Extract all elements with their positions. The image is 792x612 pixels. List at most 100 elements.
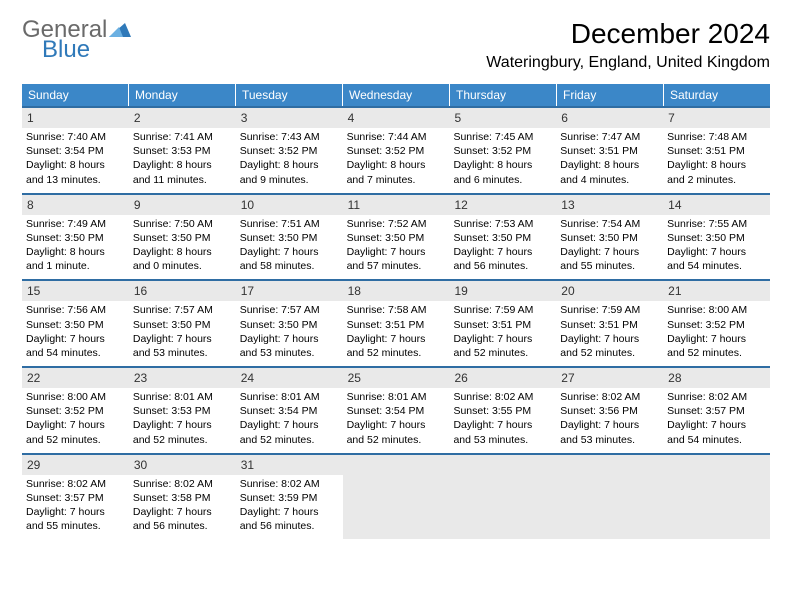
sunset-line: Sunset: 3:56 PM (560, 404, 659, 418)
day-cell: 31Sunrise: 8:02 AMSunset: 3:59 PMDayligh… (236, 455, 343, 540)
sunrise-line: Sunrise: 8:02 AM (453, 390, 552, 404)
day-cell: 29Sunrise: 8:02 AMSunset: 3:57 PMDayligh… (22, 455, 129, 540)
day-cell: 25Sunrise: 8:01 AMSunset: 3:54 PMDayligh… (343, 368, 450, 453)
day-body: Sunrise: 7:45 AMSunset: 3:52 PMDaylight:… (449, 128, 556, 193)
sunrise-line: Sunrise: 7:47 AM (560, 130, 659, 144)
sunrise-line: Sunrise: 7:56 AM (26, 303, 125, 317)
daylight-line: Daylight: 7 hours and 54 minutes. (667, 418, 766, 446)
day-cell-blank (556, 455, 663, 540)
sunset-line: Sunset: 3:51 PM (560, 318, 659, 332)
calendar-body: 1 Sunrise: 7:40 AM Sunset: 3:54 PM Daylight… (22, 106, 770, 539)
sunrise-line: Sunrise: 7:55 AM (667, 217, 766, 231)
day-body: Sunrise: 8:00 AMSunset: 3:52 PMDaylight:… (663, 301, 770, 366)
logo: General Blue (22, 18, 131, 62)
day-body: Sunrise: 7:56 AMSunset: 3:50 PMDaylight:… (22, 301, 129, 366)
day-number: 3 (236, 108, 343, 128)
sunset-line: Sunset: 3:52 PM (667, 318, 766, 332)
daylight-line: Daylight: 7 hours and 54 minutes. (26, 332, 125, 360)
daylight-line: Daylight: 8 hours and 13 minutes. (26, 158, 125, 186)
day-number: 16 (129, 281, 236, 301)
daylight-line: Daylight: 7 hours and 53 minutes. (240, 332, 339, 360)
day-number: 31 (236, 455, 343, 475)
daylight-line: Daylight: 7 hours and 52 minutes. (453, 332, 552, 360)
day-cell: 11Sunrise: 7:52 AMSunset: 3:50 PMDayligh… (343, 195, 450, 280)
day-cell: 5Sunrise: 7:45 AMSunset: 3:52 PMDaylight… (449, 108, 556, 193)
day-number: 13 (556, 195, 663, 215)
sunrise-line: Sunrise: 8:01 AM (347, 390, 446, 404)
day-body: Sunrise: 8:02 AMSunset: 3:55 PMDaylight:… (449, 388, 556, 453)
sunrise-line: Sunrise: 8:00 AM (667, 303, 766, 317)
sunrise-line: Sunrise: 7:53 AM (453, 217, 552, 231)
day-number: 9 (129, 195, 236, 215)
day-cell: 21Sunrise: 8:00 AMSunset: 3:52 PMDayligh… (663, 281, 770, 366)
day-body: Sunrise: 7:50 AMSunset: 3:50 PMDaylight:… (129, 215, 236, 280)
daylight-line: Daylight: 7 hours and 52 minutes. (347, 418, 446, 446)
day-cell: 3Sunrise: 7:43 AMSunset: 3:52 PMDaylight… (236, 108, 343, 193)
day-number: 6 (556, 108, 663, 128)
day-number: 4 (343, 108, 450, 128)
day-cell: 19Sunrise: 7:59 AMSunset: 3:51 PMDayligh… (449, 281, 556, 366)
daylight-line: Daylight: 7 hours and 52 minutes. (133, 418, 232, 446)
day-number: 1 (22, 108, 129, 128)
day-body: Sunrise: 8:02 AMSunset: 3:57 PMDaylight:… (663, 388, 770, 453)
day-body: Sunrise: 7:55 AMSunset: 3:50 PMDaylight:… (663, 215, 770, 280)
day-body: Sunrise: 8:02 AMSunset: 3:59 PMDaylight:… (236, 475, 343, 540)
daylight-line: Daylight: 8 hours and 4 minutes. (560, 158, 659, 186)
day-number: 24 (236, 368, 343, 388)
day-cell-blank (449, 455, 556, 540)
day-number: 7 (663, 108, 770, 128)
day-cell: 23Sunrise: 8:01 AMSunset: 3:53 PMDayligh… (129, 368, 236, 453)
day-cell: 2Sunrise: 7:41 AMSunset: 3:53 PMDaylight… (129, 108, 236, 193)
day-cell: 7Sunrise: 7:48 AMSunset: 3:51 PMDaylight… (663, 108, 770, 193)
daylight-line: Daylight: 8 hours and 11 minutes. (133, 158, 232, 186)
sunrise-line: Sunrise: 8:00 AM (26, 390, 125, 404)
sunrise-line: Sunrise: 8:02 AM (667, 390, 766, 404)
sunrise-line: Sunrise: 7:45 AM (453, 130, 552, 144)
day-number: 5 (449, 108, 556, 128)
weekday-header-row: SundayMondayTuesdayWednesdayThursdayFrid… (22, 84, 770, 106)
sunrise-line: Sunrise: 7:40 AM (26, 130, 125, 144)
day-number: 23 (129, 368, 236, 388)
day-cell-blank (663, 455, 770, 540)
day-number: 22 (22, 368, 129, 388)
sunrise-line: Sunrise: 8:01 AM (240, 390, 339, 404)
sunrise-line: Sunrise: 8:02 AM (240, 477, 339, 491)
day-cell: 1Sunrise: 7:40 AMSunset: 3:54 PMDaylight… (22, 108, 129, 193)
day-body: Sunrise: 7:47 AMSunset: 3:51 PMDaylight:… (556, 128, 663, 193)
sunset-line: Sunset: 3:50 PM (26, 231, 125, 245)
daylight-line: Daylight: 8 hours and 0 minutes. (133, 245, 232, 273)
daylight-line: Daylight: 7 hours and 53 minutes. (453, 418, 552, 446)
day-number: 30 (129, 455, 236, 475)
sunset-line: Sunset: 3:52 PM (26, 404, 125, 418)
daylight-line: Daylight: 7 hours and 54 minutes. (667, 245, 766, 273)
day-cell: 9Sunrise: 7:50 AMSunset: 3:50 PMDaylight… (129, 195, 236, 280)
sunset-line: Sunset: 3:50 PM (133, 231, 232, 245)
sunset-line: Sunset: 3:58 PM (133, 491, 232, 505)
day-body: Sunrise: 7:43 AMSunset: 3:52 PMDaylight:… (236, 128, 343, 193)
daylight-line: Daylight: 7 hours and 55 minutes. (26, 505, 125, 533)
day-body: Sunrise: 7:49 AMSunset: 3:50 PMDaylight:… (22, 215, 129, 280)
day-body: Sunrise: 7:41 AMSunset: 3:53 PMDaylight:… (129, 128, 236, 193)
calendar: SundayMondayTuesdayWednesdayThursdayFrid… (22, 84, 770, 539)
day-body: Sunrise: 7:53 AMSunset: 3:50 PMDaylight:… (449, 215, 556, 280)
day-body: Sunrise: 8:01 AMSunset: 3:53 PMDaylight:… (129, 388, 236, 453)
day-body: Sunrise: 7:51 AMSunset: 3:50 PMDaylight:… (236, 215, 343, 280)
sunrise-line: Sunrise: 7:51 AM (240, 217, 339, 231)
day-number: 25 (343, 368, 450, 388)
sunset-line: Sunset: 3:53 PM (133, 404, 232, 418)
sunset-line: Sunset: 3:54 PM (240, 404, 339, 418)
daylight-line: Daylight: 7 hours and 56 minutes. (453, 245, 552, 273)
sunrise-line: Sunrise: 8:02 AM (560, 390, 659, 404)
day-cell: 30Sunrise: 8:02 AMSunset: 3:58 PMDayligh… (129, 455, 236, 540)
day-body: Sunrise: 7:57 AMSunset: 3:50 PMDaylight:… (236, 301, 343, 366)
day-number: 29 (22, 455, 129, 475)
day-cell: 12Sunrise: 7:53 AMSunset: 3:50 PMDayligh… (449, 195, 556, 280)
day-number: 8 (22, 195, 129, 215)
weekday-header: Wednesday (343, 84, 450, 106)
sunset-line: Sunset: 3:50 PM (240, 231, 339, 245)
day-body: Sunrise: 7:57 AMSunset: 3:50 PMDaylight:… (129, 301, 236, 366)
daylight-line: Daylight: 7 hours and 56 minutes. (133, 505, 232, 533)
day-cell: 27Sunrise: 8:02 AMSunset: 3:56 PMDayligh… (556, 368, 663, 453)
day-number: 12 (449, 195, 556, 215)
week-row: 29Sunrise: 8:02 AMSunset: 3:57 PMDayligh… (22, 453, 770, 540)
